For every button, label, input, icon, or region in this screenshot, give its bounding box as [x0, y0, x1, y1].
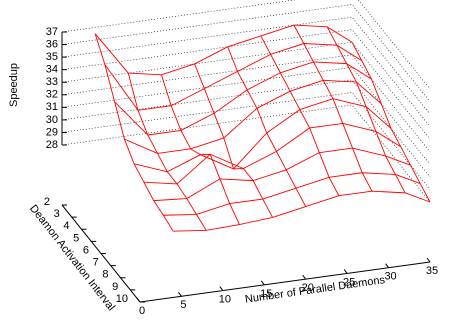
z-tick-label: 35 — [46, 51, 58, 63]
surface-column — [160, 74, 240, 225]
x-tick — [260, 280, 265, 286]
surface-column — [227, 46, 307, 207]
x-tick — [302, 274, 307, 280]
y-tick-label: 9 — [112, 281, 118, 293]
surface-column — [127, 72, 207, 231]
grid-line — [61, 92, 431, 190]
x-tick — [178, 291, 182, 297]
z-tick-label: 29 — [46, 126, 58, 138]
surface-column — [293, 24, 373, 192]
x-tick-label: 0 — [139, 305, 145, 317]
grid-line — [61, 4, 431, 102]
x-tick-label: 15 — [260, 288, 272, 300]
surface-row — [104, 43, 362, 111]
x-axis — [139, 261, 431, 303]
y-tick-label: 5 — [73, 232, 79, 244]
x-tick — [219, 286, 224, 291]
y-tick-label: 6 — [83, 244, 89, 256]
x-tick-label: 20 — [302, 282, 314, 294]
grid-line — [61, 16, 431, 115]
z-tick-label: 37 — [46, 26, 58, 38]
surface-row — [124, 79, 382, 154]
y-tick-label: 8 — [102, 269, 108, 281]
grid-line — [61, 29, 431, 127]
z-axis-label: Speedup — [8, 63, 20, 107]
z-tick-label: 36 — [46, 38, 58, 50]
y-axis-label: Deamon Activation Interval — [27, 203, 117, 314]
y-tick-label: 2 — [44, 196, 50, 208]
y-tick-label: 4 — [63, 220, 69, 232]
y-tick-label: 7 — [93, 257, 99, 269]
z-tick-label: 34 — [46, 64, 58, 76]
grid-line — [61, 104, 431, 203]
z-tick-label: 28 — [46, 139, 58, 151]
x-tick-label: 10 — [219, 293, 231, 305]
x-tick-label: 5 — [180, 299, 186, 311]
x-tick — [343, 269, 348, 274]
surface-row — [163, 172, 421, 216]
surface-column — [260, 35, 340, 196]
z-tick-label: 31 — [46, 101, 58, 113]
x-tick — [136, 297, 141, 303]
surface-column — [326, 26, 406, 194]
grid-line — [61, 54, 431, 152]
surface-column — [94, 33, 174, 232]
x-tick — [426, 257, 431, 263]
surface-column — [194, 63, 273, 218]
grid-line — [61, 67, 431, 165]
grid-line — [61, 79, 431, 178]
y-tick-label: 3 — [54, 208, 60, 220]
z-tick-label: 30 — [46, 114, 58, 126]
surface-column — [351, 42, 431, 203]
z-tick-label: 32 — [46, 89, 58, 101]
x-tick-label: 30 — [384, 271, 396, 283]
surface-row — [173, 190, 431, 232]
grid-line — [61, 41, 431, 140]
x-tick-label: 35 — [426, 265, 438, 277]
surface-row — [94, 24, 353, 76]
z-tick-label: 33 — [46, 76, 58, 88]
x-tick — [385, 263, 389, 269]
y-tick-label: 10 — [116, 293, 128, 305]
grid-line — [61, 0, 431, 90]
x-tick-label: 25 — [343, 276, 355, 288]
